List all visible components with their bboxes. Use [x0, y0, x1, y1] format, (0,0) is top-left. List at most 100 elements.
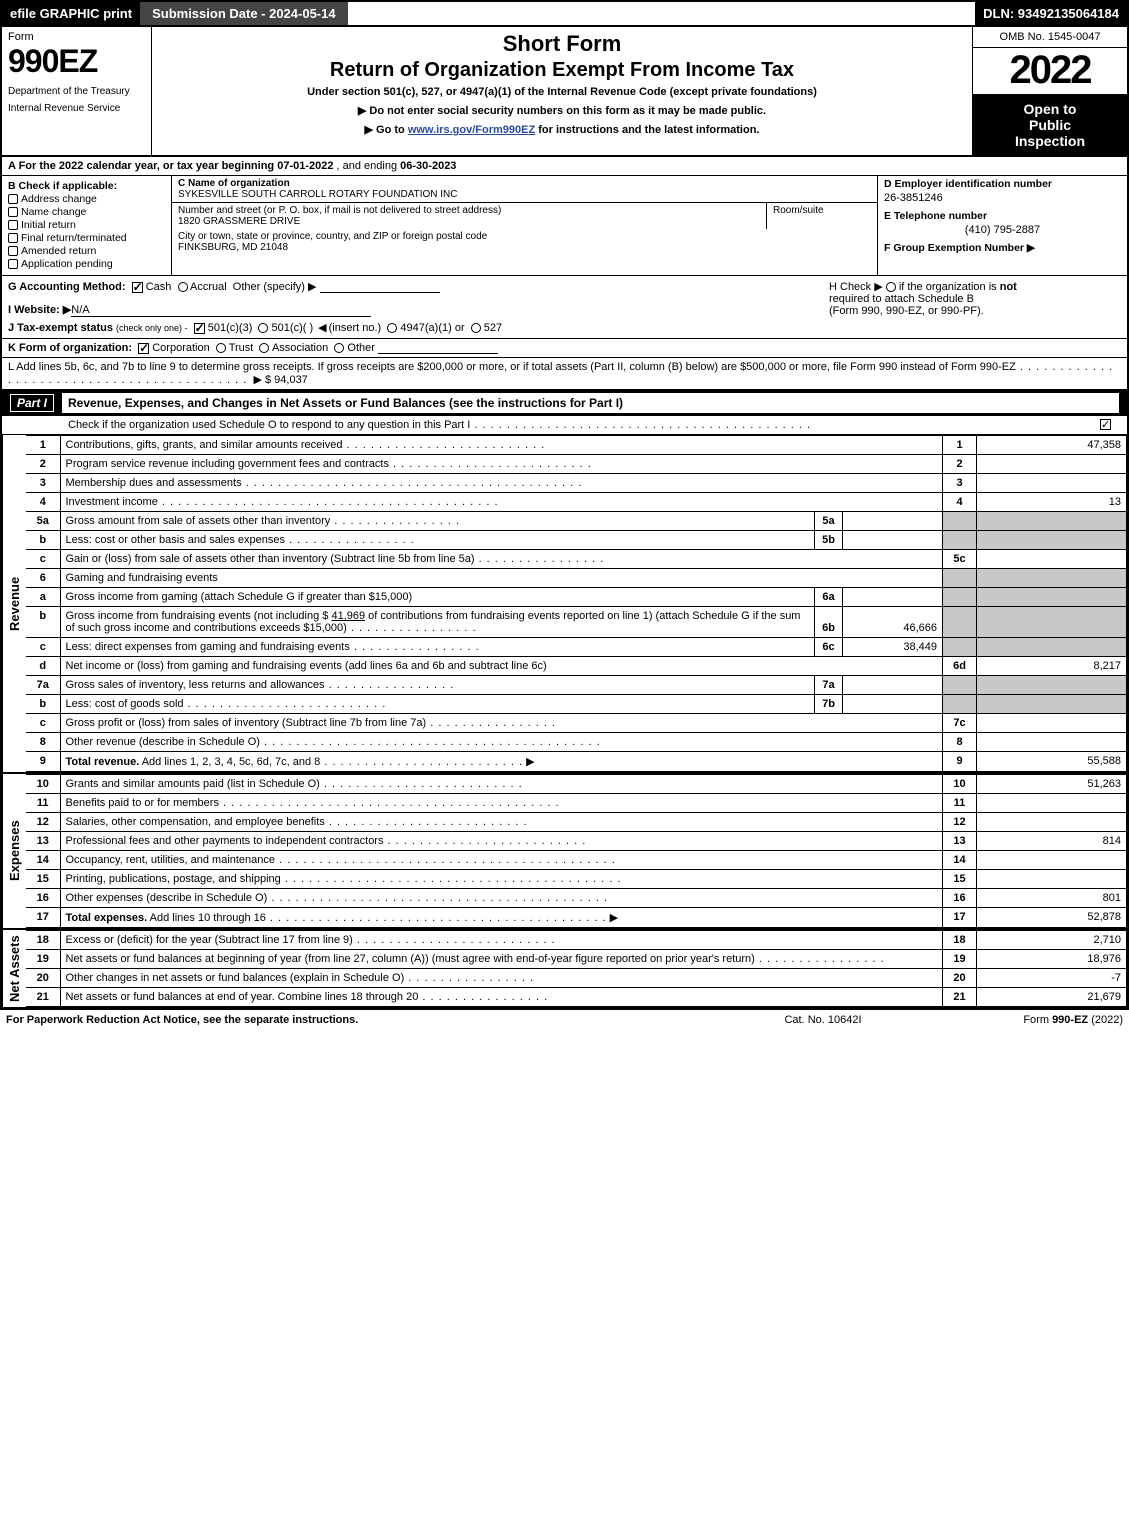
- revenue-section: Revenue 1Contributions, gifts, grants, a…: [2, 435, 1127, 772]
- line-4: 4Investment income413: [26, 493, 1127, 512]
- ck-address-change[interactable]: Address change: [8, 193, 165, 205]
- dln-label: DLN: 93492135064184: [975, 2, 1127, 25]
- header-left: Form 990EZ Department of the Treasury In…: [2, 27, 152, 155]
- C-label: C Name of organization: [178, 178, 290, 189]
- org-name: SYKESVILLE SOUTH CARROLL ROTARY FOUNDATI…: [178, 189, 458, 200]
- line-7b: bLess: cost of goods sold7b: [26, 695, 1127, 714]
- irs-link[interactable]: www.irs.gov/Form990EZ: [408, 124, 535, 136]
- row-K: K Form of organization: Corporation Trus…: [2, 339, 1127, 358]
- schedule-o-check-text: Check if the organization used Schedule …: [8, 419, 1100, 431]
- form-label: Form: [8, 31, 145, 43]
- footer-right: Form 990-EZ (2022): [923, 1014, 1123, 1026]
- open-line1: Open to: [977, 101, 1123, 117]
- A-mid: , and ending: [333, 160, 400, 172]
- ck-application-pending[interactable]: Application pending: [8, 258, 165, 270]
- block-BCD: B Check if applicable: Address change Na…: [2, 176, 1127, 276]
- col-C: C Name of organization SYKESVILLE SOUTH …: [172, 176, 877, 275]
- H-pre: H Check ▶: [829, 281, 883, 293]
- room-suite-label: Room/suite: [767, 203, 877, 229]
- ck-association[interactable]: [259, 343, 269, 353]
- dept-irs: Internal Revenue Service: [8, 103, 145, 114]
- form-990ez-page: efile GRAPHIC print Submission Date - 20…: [0, 0, 1129, 1009]
- return-title: Return of Organization Exempt From Incom…: [158, 59, 966, 82]
- page-footer: For Paperwork Reduction Act Notice, see …: [0, 1009, 1129, 1030]
- line-8: 8Other revenue (describe in Schedule O)8: [26, 733, 1127, 752]
- row-L: L Add lines 5b, 6c, and 7b to line 9 to …: [2, 358, 1127, 390]
- phone: (410) 795-2887: [884, 224, 1121, 236]
- ck-name-change[interactable]: Name change: [8, 206, 165, 218]
- line-6c: cLess: direct expenses from gaming and f…: [26, 638, 1127, 657]
- C-street-block: Number and street (or P. O. box, if mail…: [172, 203, 877, 229]
- efile-print-button[interactable]: efile GRAPHIC print: [2, 2, 140, 25]
- submission-date: Submission Date - 2024-05-14: [140, 2, 348, 25]
- tax-year: 2022: [973, 48, 1127, 95]
- street: 1820 GRASSMERE DRIVE: [178, 216, 300, 227]
- ein: 26-3851246: [884, 192, 1121, 204]
- footer-mid: Cat. No. 10642I: [723, 1014, 923, 1026]
- ck-other-org[interactable]: [334, 343, 344, 353]
- line-12: 12Salaries, other compensation, and empl…: [26, 813, 1127, 832]
- omb-number: OMB No. 1545-0047: [973, 27, 1127, 48]
- city-label: City or town, state or province, country…: [178, 231, 487, 242]
- part-i-header: Part I Revenue, Expenses, and Changes in…: [2, 390, 1127, 416]
- header-right: OMB No. 1545-0047 2022 Open to Public In…: [972, 27, 1127, 155]
- ck-initial-return[interactable]: Initial return: [8, 219, 165, 231]
- col-D: D Employer identification number 26-3851…: [877, 176, 1127, 275]
- line-5a: 5aGross amount from sale of assets other…: [26, 512, 1127, 531]
- ck-schedule-o[interactable]: [1100, 419, 1111, 430]
- F-label: F Group Exemption Number ▶: [884, 242, 1121, 254]
- other-specify-line[interactable]: [320, 281, 440, 293]
- ck-trust[interactable]: [216, 343, 226, 353]
- line-17: 17Total expenses. Add lines 10 through 1…: [26, 908, 1127, 928]
- line-13: 13Professional fees and other payments t…: [26, 832, 1127, 851]
- line-6a: aGross income from gaming (attach Schedu…: [26, 588, 1127, 607]
- line-14: 14Occupancy, rent, utilities, and mainte…: [26, 851, 1127, 870]
- line-5b: bLess: cost or other basis and sales exp…: [26, 531, 1127, 550]
- line-19: 19Net assets or fund balances at beginni…: [26, 950, 1127, 969]
- form-number: 990EZ: [8, 43, 145, 80]
- ck-corporation[interactable]: [138, 343, 149, 354]
- bullet-ssn: ▶ Do not enter social security numbers o…: [158, 104, 966, 117]
- ck-amended-return[interactable]: Amended return: [8, 245, 165, 257]
- street-label: Number and street (or P. O. box, if mail…: [178, 205, 501, 216]
- line-9: 9Total revenue. Add lines 1, 2, 3, 4, 5c…: [26, 752, 1127, 772]
- D-label: D Employer identification number: [884, 178, 1121, 190]
- ck-4947[interactable]: [387, 323, 397, 333]
- L-arrow: ▶ $: [253, 374, 271, 386]
- H-line3: (Form 990, 990-EZ, or 990-PF).: [829, 305, 984, 317]
- ck-501c3[interactable]: [194, 323, 205, 334]
- header-mid: Short Form Return of Organization Exempt…: [152, 27, 972, 155]
- net-assets-sidelabel: Net Assets: [2, 930, 26, 1007]
- A-begin: 07-01-2022: [277, 160, 333, 172]
- K-label: K Form of organization:: [8, 342, 132, 354]
- row-GH: G Accounting Method: Cash Accrual Other …: [2, 276, 1127, 339]
- row-A: A For the 2022 calendar year, or tax yea…: [2, 157, 1127, 176]
- ck-final-return[interactable]: Final return/terminated: [8, 232, 165, 244]
- other-org-line[interactable]: [378, 342, 498, 354]
- under-section: Under section 501(c), 527, or 4947(a)(1)…: [158, 86, 966, 98]
- A-end: 06-30-2023: [400, 160, 456, 172]
- ck-501c[interactable]: [258, 323, 268, 333]
- col-B: B Check if applicable: Address change Na…: [2, 176, 172, 275]
- ck-H[interactable]: [886, 282, 896, 292]
- H-block: H Check ▶ if the organization is not req…: [821, 280, 1121, 334]
- B-label: B Check if applicable:: [8, 180, 165, 192]
- I-row: I Website: ▶N/A: [8, 303, 821, 317]
- open-to-public: Open to Public Inspection: [973, 95, 1127, 155]
- open-line2: Public: [977, 117, 1123, 133]
- ck-527[interactable]: [471, 323, 481, 333]
- short-form-title: Short Form: [158, 31, 966, 57]
- ck-cash[interactable]: [132, 282, 143, 293]
- expenses-table: 10Grants and similar amounts paid (list …: [26, 774, 1127, 928]
- J-row: J Tax-exempt status (check only one) - 5…: [8, 321, 821, 334]
- part-i-tag: Part I: [10, 394, 54, 412]
- efile-label: efile GRAPHIC print: [10, 6, 132, 21]
- city: FINKSBURG, MD 21048: [178, 242, 288, 253]
- line-10: 10Grants and similar amounts paid (list …: [26, 775, 1127, 794]
- expenses-section: Expenses 10Grants and similar amounts pa…: [2, 772, 1127, 928]
- A-pre: A For the 2022 calendar year, or tax yea…: [8, 160, 277, 172]
- line-2: 2Program service revenue including gover…: [26, 455, 1127, 474]
- ck-accrual[interactable]: [178, 282, 188, 292]
- top-bar: efile GRAPHIC print Submission Date - 20…: [2, 2, 1127, 27]
- line-18: 18Excess or (deficit) for the year (Subt…: [26, 931, 1127, 950]
